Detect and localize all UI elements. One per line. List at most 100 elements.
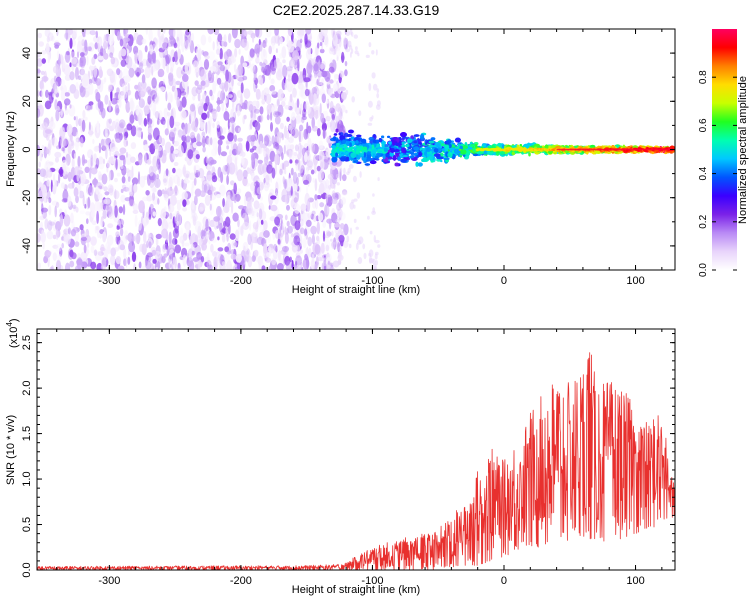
spectrogram-noise-cell [226,175,230,185]
spectrogram-noise-cell [147,88,153,96]
spectrogram-signal-cell [387,135,391,138]
spectrogram-noise-cell [143,144,150,152]
spectrogram-noise-cell [190,131,195,139]
spectrogram-noise-cell [207,29,214,35]
spectrogram-noise-cell [39,149,43,162]
spectrogram-noise-cell [144,152,147,166]
spectrogram-noise-cell [208,51,216,61]
spectrogram-noise-cell [157,189,163,197]
spectrogram-noise-cell [136,34,144,46]
spectrogram-signal-cell [381,135,385,139]
spectrogram-noise-cell [93,153,97,163]
spectrogram-noise-cell [38,161,41,168]
spectrogram-signal-cell [416,154,420,158]
spectrogram-noise-cell [134,214,138,227]
spectrogram-noise-cell [275,69,283,81]
spectrogram-noise-cell [320,170,325,180]
spectrogram-noise-cell [353,218,357,223]
spectrogram-noise-cell [337,107,342,115]
spectrogram-noise-cell [248,104,254,113]
spectrogram-noise-cell [340,197,347,205]
spectrogram-noise-cell [228,87,232,95]
spectrogram-noise-cell [54,44,60,49]
spectrogram-noise-cell [140,87,147,95]
spectrogram-noise-cell [149,203,154,211]
spectrogram-noise-cell [93,35,100,43]
spectrogram-noise-cell [284,83,290,91]
spectrogram-noise-cell [318,150,325,163]
spectrogram-noise-cell [318,140,324,150]
spectrogram-noise-cell [167,102,172,111]
spectrogram-noise-cell [125,179,131,193]
spectrogram-noise-cell [324,203,330,217]
spectrogram-noise-cell [275,188,279,196]
spectrogram-noise-cell [64,209,67,216]
spectrogram-noise-cell [255,57,260,64]
spectrogram-noise-cell [304,192,310,206]
spectrogram-noise-cell [226,250,232,255]
spectrogram-noise-cell [173,121,181,127]
spectrogram-noise-cell [296,39,302,52]
spectrogram-noise-cell [241,151,246,158]
spectrogram-noise-cell [77,155,81,168]
spectrogram-signal-cell [362,140,367,144]
spectrogram-noise-cell [237,76,245,82]
spectrogram-noise-cell [109,149,112,157]
spectrogram-noise-cell [285,260,292,270]
spectrogram-noise-cell [163,107,168,120]
spectrogram-noise-cell [331,230,334,237]
spectrogram-noise-cell [212,41,215,51]
spectrogram-noise-cell [45,42,50,55]
spectrogram-noise-cell [345,48,351,53]
spectrogram-noise-cell [217,143,222,156]
spectrogram-noise-cell [143,117,148,127]
spectrogram-noise-cell [75,81,79,91]
spectrogram-noise-cell [47,32,54,42]
spectrogram-noise-cell [108,170,111,182]
spectrogram-noise-cell [73,89,80,100]
spectrogram-noise-cell [257,255,263,266]
spectrogram-noise-cell [189,104,196,112]
spectrogram-noise-cell [298,74,303,86]
spectrogram-noise-cell [327,205,330,216]
spectrogram-noise-cell [275,181,279,194]
spectrogram-noise-cell [254,43,261,55]
spectrogram-noise-cell [125,151,129,158]
spectrogram-noise-cell [377,244,381,248]
spectrogram-noise-cell [263,220,268,231]
spectrogram-noise-cell [152,85,158,94]
spectrogram-noise-cell [321,122,327,132]
spectrogram-noise-cell [41,50,47,55]
spectrogram-signal-cell [336,143,340,147]
spectrogram-noise-cell [326,136,331,144]
spectrogram-noise-cell [47,143,52,156]
spectrogram-noise-cell [339,86,346,92]
spectrogram-noise-cell [83,244,87,254]
spectrogram-noise-cell [169,115,175,129]
spectrogram-noise-cell [108,34,115,46]
spectrogram-noise-cell [167,221,174,230]
spectrogram-noise-cell [209,203,212,211]
spectrogram-noise-cell [55,243,62,252]
spectrogram-noise-cell [129,156,136,163]
spectrogram-noise-cell [62,189,69,203]
spectrogram-noise-cell [224,98,228,104]
spectrogram-noise-cell [136,71,140,78]
spectrogram-noise-cell [233,182,237,195]
spectrogram-noise-cell [320,112,325,123]
spectrogram-noise-cell [328,184,332,190]
spectrogram-noise-cell [127,250,131,256]
spectrogram-noise-cell [179,235,185,244]
spectrogram-noise-cell [338,234,345,243]
spectrogram-noise-cell [183,179,190,184]
spectrogram-noise-cell [336,30,342,37]
spectrogram-noise-cell [349,202,355,210]
spectrogram-noise-cell [294,159,300,164]
spectrogram-noise-cell [197,92,201,102]
spectrogram-noise-cell [311,75,317,84]
spectrogram-noise-cell [206,137,211,146]
spectrogram-noise-cell [240,93,243,107]
spectrogram-noise-cell [295,252,301,259]
spectrogram-noise-cell [368,83,372,91]
spectrogram-noise-cell [60,136,66,148]
